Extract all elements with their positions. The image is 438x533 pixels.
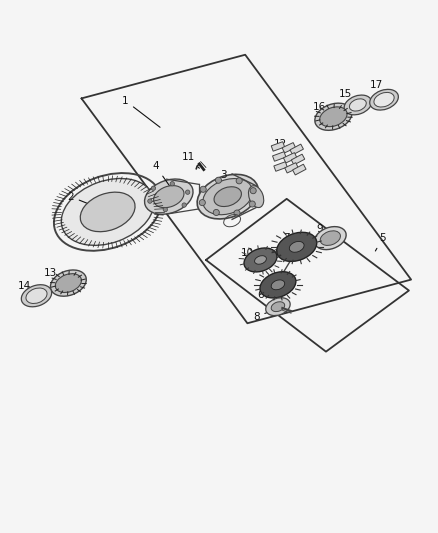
Text: 10: 10 (241, 248, 258, 260)
Polygon shape (293, 164, 306, 175)
Ellipse shape (80, 192, 135, 232)
Ellipse shape (260, 272, 296, 298)
Text: 7: 7 (283, 233, 293, 247)
Circle shape (185, 190, 190, 195)
Text: 9: 9 (316, 224, 323, 238)
Text: 16: 16 (313, 102, 326, 116)
Ellipse shape (248, 185, 264, 207)
Ellipse shape (290, 241, 304, 252)
Circle shape (213, 209, 219, 215)
Ellipse shape (271, 280, 285, 290)
Ellipse shape (350, 99, 366, 111)
Text: 11: 11 (182, 152, 199, 168)
Circle shape (163, 207, 167, 212)
Ellipse shape (344, 95, 371, 115)
Ellipse shape (21, 285, 52, 307)
Polygon shape (274, 161, 287, 171)
Ellipse shape (244, 248, 277, 272)
Ellipse shape (266, 298, 290, 316)
Circle shape (148, 199, 152, 203)
Text: 17: 17 (370, 80, 383, 99)
Ellipse shape (203, 179, 253, 215)
Ellipse shape (370, 90, 399, 110)
Ellipse shape (26, 288, 47, 303)
Polygon shape (291, 154, 305, 165)
Ellipse shape (50, 270, 86, 296)
Ellipse shape (271, 302, 285, 312)
Polygon shape (271, 142, 285, 151)
Ellipse shape (145, 179, 193, 214)
Circle shape (249, 201, 255, 207)
Circle shape (234, 210, 240, 216)
Ellipse shape (55, 273, 81, 293)
Ellipse shape (320, 231, 340, 245)
Circle shape (200, 186, 206, 192)
Circle shape (250, 188, 256, 193)
Ellipse shape (314, 227, 346, 249)
Circle shape (182, 203, 186, 207)
Text: 15: 15 (339, 89, 352, 103)
Polygon shape (283, 152, 297, 163)
Text: 6: 6 (257, 286, 269, 300)
Text: 14: 14 (18, 281, 33, 295)
Polygon shape (285, 163, 298, 173)
Polygon shape (282, 143, 296, 153)
Polygon shape (290, 144, 304, 155)
Polygon shape (272, 152, 286, 161)
Text: 4: 4 (152, 161, 170, 185)
Ellipse shape (61, 179, 154, 245)
Text: 2: 2 (67, 192, 101, 209)
Ellipse shape (154, 185, 184, 208)
Circle shape (170, 182, 174, 186)
Text: 13: 13 (44, 268, 60, 282)
Text: 5: 5 (375, 233, 386, 251)
Ellipse shape (320, 107, 347, 127)
Text: 12: 12 (273, 139, 287, 155)
Circle shape (199, 199, 205, 206)
Ellipse shape (277, 232, 317, 261)
Ellipse shape (214, 187, 241, 206)
Ellipse shape (374, 92, 394, 107)
Ellipse shape (254, 256, 266, 264)
Text: 1: 1 (122, 95, 160, 127)
Circle shape (151, 186, 155, 190)
Ellipse shape (315, 103, 352, 131)
Ellipse shape (197, 174, 258, 219)
Text: 8: 8 (253, 311, 271, 322)
Circle shape (236, 178, 242, 184)
Circle shape (215, 177, 222, 183)
Text: 3: 3 (220, 170, 227, 194)
